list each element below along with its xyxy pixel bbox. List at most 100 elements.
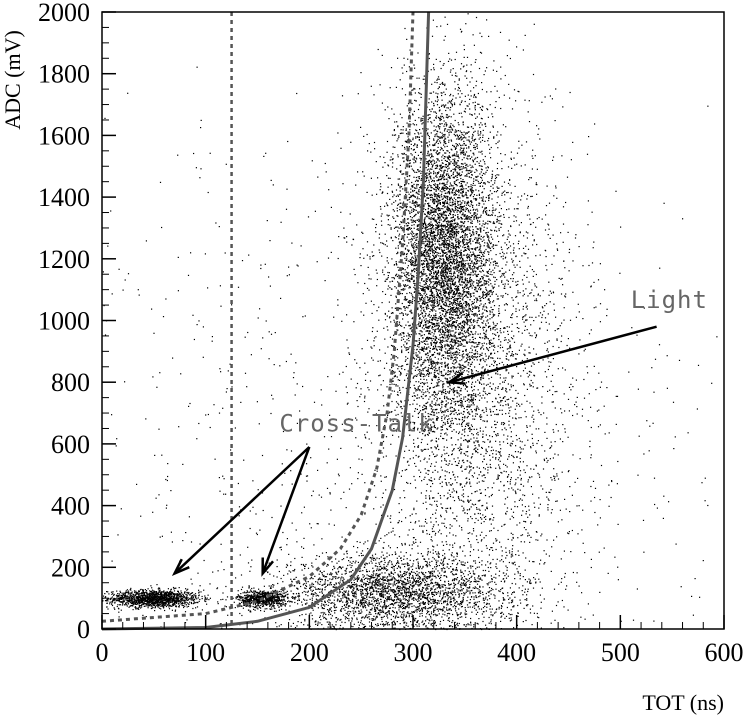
scatter-point [371,562,373,564]
scatter-point [262,596,264,598]
scatter-point [421,595,423,598]
scatter-point [169,597,171,599]
scatter-point [504,599,506,601]
scatter-point [379,610,381,612]
scatter-point [284,595,286,597]
scatter-point [124,595,126,597]
scatter-point [140,593,142,595]
scatter-point [462,206,464,208]
scatter-point [450,583,452,585]
scatter-point [432,556,434,559]
scatter-point [247,598,249,601]
scatter-point [418,625,420,627]
scatter-point [355,597,357,599]
scatter-point [427,150,429,152]
scatter-point [405,587,407,589]
scatter-point [139,600,141,602]
scatter-point [157,598,159,600]
scatter-point [331,578,333,581]
scatter-point [358,577,360,579]
scatter-point [490,589,492,592]
scatter-point [415,574,418,577]
scatter-point [348,571,351,573]
scatter-point [364,563,366,565]
scatter-point [373,601,375,603]
scatter-point [353,595,355,598]
scatter-point [393,592,395,594]
scatter-point [437,570,439,572]
scatter-point [317,607,319,609]
scatter-point [329,609,331,611]
scatter-point [392,567,394,569]
scatter-point [366,571,368,573]
scatter-point [323,607,325,610]
scatter-point [193,598,195,600]
scatter-point [459,604,461,606]
scatter-point [256,591,259,593]
scatter-point [450,571,452,573]
scatter-point [357,603,360,605]
scatter-point [429,620,431,622]
scatter-point [338,576,340,578]
scatter-point [491,587,493,590]
scatter-point [382,608,384,610]
scatter-point [525,619,527,622]
scatter-point [290,571,292,573]
scatter-point [123,592,125,594]
scatter-point [173,590,176,592]
scatter-point [339,619,341,621]
scatter-point [415,591,417,593]
scatter-point [158,596,160,599]
scatter-point [175,587,177,589]
scatter-point [364,582,366,584]
scatter-point [487,374,489,376]
scatter-point [122,600,124,602]
scatter-point [133,603,136,605]
scatter-point [144,605,146,607]
scatter-point [125,599,127,601]
scatter-point [252,623,254,625]
scatter-point [474,607,476,609]
scatter-point [413,599,415,601]
scatter-point [444,614,446,616]
scatter-point [383,579,385,581]
scatter-point [273,594,275,596]
scatter-point [444,596,446,598]
scatter-point [430,588,432,590]
scatter-point [128,592,130,594]
scatter-point [342,592,344,594]
scatter-point [366,602,368,604]
scatter-point [142,589,145,591]
scatter-point [342,594,344,596]
scatter-point [447,609,449,611]
scatter-point [460,571,462,573]
scatter-point [366,588,368,590]
scatter-point [170,588,172,590]
scatter-point [131,605,133,607]
scatter-point [126,599,128,601]
scatter-point [510,556,512,558]
scatter-point [403,571,405,573]
scatter-point [177,590,179,592]
scatter-point [423,622,425,625]
scatter-point [400,221,403,224]
scatter-point [380,598,382,601]
scatter-point [267,571,269,574]
scatter-point [357,575,359,577]
scatter-point [437,574,439,576]
scatter-point [444,571,446,573]
scatter-point [355,604,357,606]
scatter-point [371,607,373,609]
scatter-point [280,605,282,607]
scatter-point [397,194,399,196]
scatter-point [427,576,429,578]
scatter-point [324,601,326,603]
scatter-point [509,614,511,616]
scatter-point [125,590,127,592]
scatter-point [153,602,156,604]
scatter-point [154,610,156,612]
scatter-point [184,605,186,607]
scatter-point [320,619,322,621]
scatter-point [331,602,333,604]
scatter-point [442,613,444,615]
